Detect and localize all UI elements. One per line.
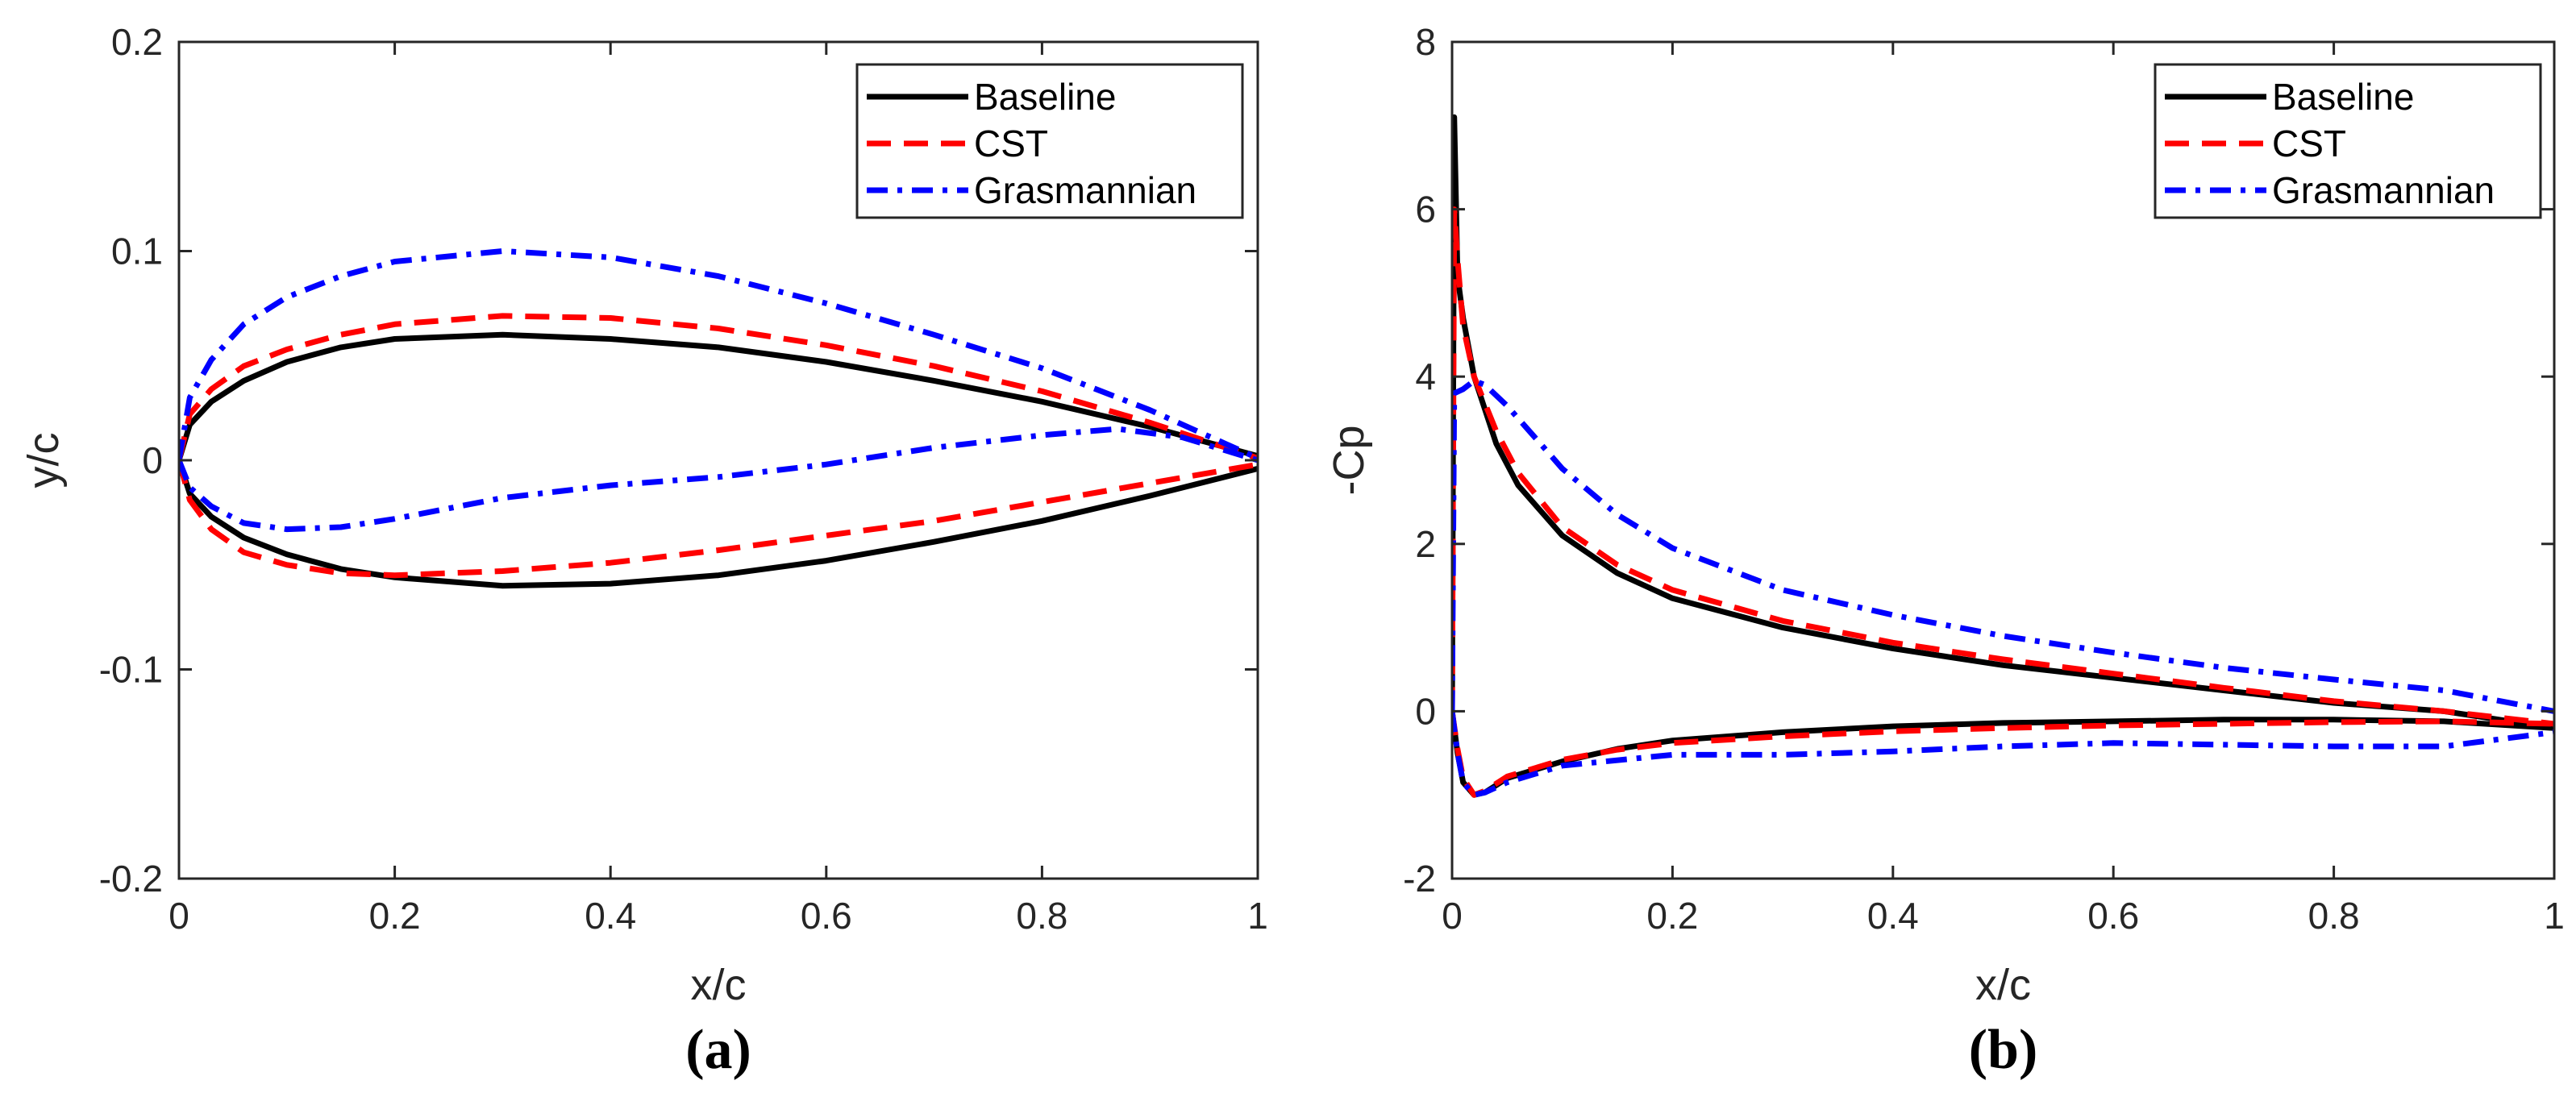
legend: Baseline CST Grasmannian <box>855 63 1244 219</box>
chart-panel-a: 0 0.2 0.4 0.6 0.8 1 -0.2 -0.1 0 0.1 0.2 x/c y/c (a) Ba… <box>19 21 1268 1081</box>
y-tick-label: -0.2 <box>99 858 163 900</box>
x-tick-label: 0.4 <box>1867 895 1919 937</box>
series-line-grasmannian-lower <box>179 426 1258 533</box>
series-line-cst-upper <box>179 313 1258 461</box>
series-line-grasmannian-lower <box>1452 710 2554 798</box>
y-tick-label: -2 <box>1403 858 1436 900</box>
x-tick-label: 1 <box>1247 895 1268 937</box>
x-tick-label: 0.6 <box>2087 895 2139 937</box>
y-tick-label: 4 <box>1415 355 1436 397</box>
series-line-cst-lower <box>179 459 1258 579</box>
x-tick-label: 0.2 <box>1646 895 1698 937</box>
series-group <box>1452 114 2554 798</box>
axes-box <box>1450 40 2556 880</box>
legend-label-baseline: Baseline <box>2272 76 2414 118</box>
chart-panel-b: 0 0.2 0.4 0.6 0.8 1-202468x/c-Cp(b)BaselineCS… <box>1325 21 2565 1081</box>
y-tick-label: 2 <box>1415 523 1436 565</box>
legend: Baseline CST Grasmannian <box>2154 63 2542 219</box>
y-axis-label: y/c <box>19 432 68 488</box>
x-axis-label: x/c <box>1975 961 2031 1009</box>
legend-label-grasmannian: Grasmannian <box>2272 169 2495 211</box>
series-group <box>179 248 1258 589</box>
x-tick-label: 1 <box>2544 895 2565 937</box>
y-tick-label: 6 <box>1415 189 1436 231</box>
legend-label-cst: CST <box>2272 123 2346 164</box>
series-line-grasmannian-upper <box>179 248 1258 461</box>
y-tick-label: 0 <box>142 439 163 481</box>
y-tick-label: 0 <box>1415 690 1436 732</box>
x-tick-label: 0.6 <box>801 895 852 937</box>
series-line-baseline-upper <box>179 331 1258 462</box>
y-tick-label: 0.2 <box>111 21 163 63</box>
panel-label: (b) <box>1969 1019 2038 1081</box>
x-tick-label: 0 <box>169 895 189 937</box>
series-line-grasmannian-upper <box>1452 377 2554 714</box>
x-tick-label: 0.8 <box>2308 895 2360 937</box>
x-axis-label: x/c <box>690 961 746 1009</box>
x-tick-label: 0.8 <box>1016 895 1067 937</box>
panel-label: (a) <box>685 1019 751 1081</box>
series-line-baseline-lower <box>179 459 1258 589</box>
y-tick-label: 0.1 <box>111 231 163 272</box>
x-tick-label: 0.2 <box>369 895 421 937</box>
legend-label-baseline: Baseline <box>974 76 1116 118</box>
x-tick-label: 0.4 <box>585 895 636 937</box>
y-axis-label: -Cp <box>1325 425 1373 495</box>
legend-label-grasmannian: Grasmannian <box>974 169 1196 211</box>
series-line-cst-upper <box>1452 206 2554 727</box>
series-line-cst-lower <box>1452 710 2554 798</box>
y-tick-label: 8 <box>1415 21 1436 63</box>
y-tick-label: -0.1 <box>99 649 163 691</box>
legend-label-cst: CST <box>974 123 1048 164</box>
x-tick-label: 0 <box>1442 895 1463 937</box>
